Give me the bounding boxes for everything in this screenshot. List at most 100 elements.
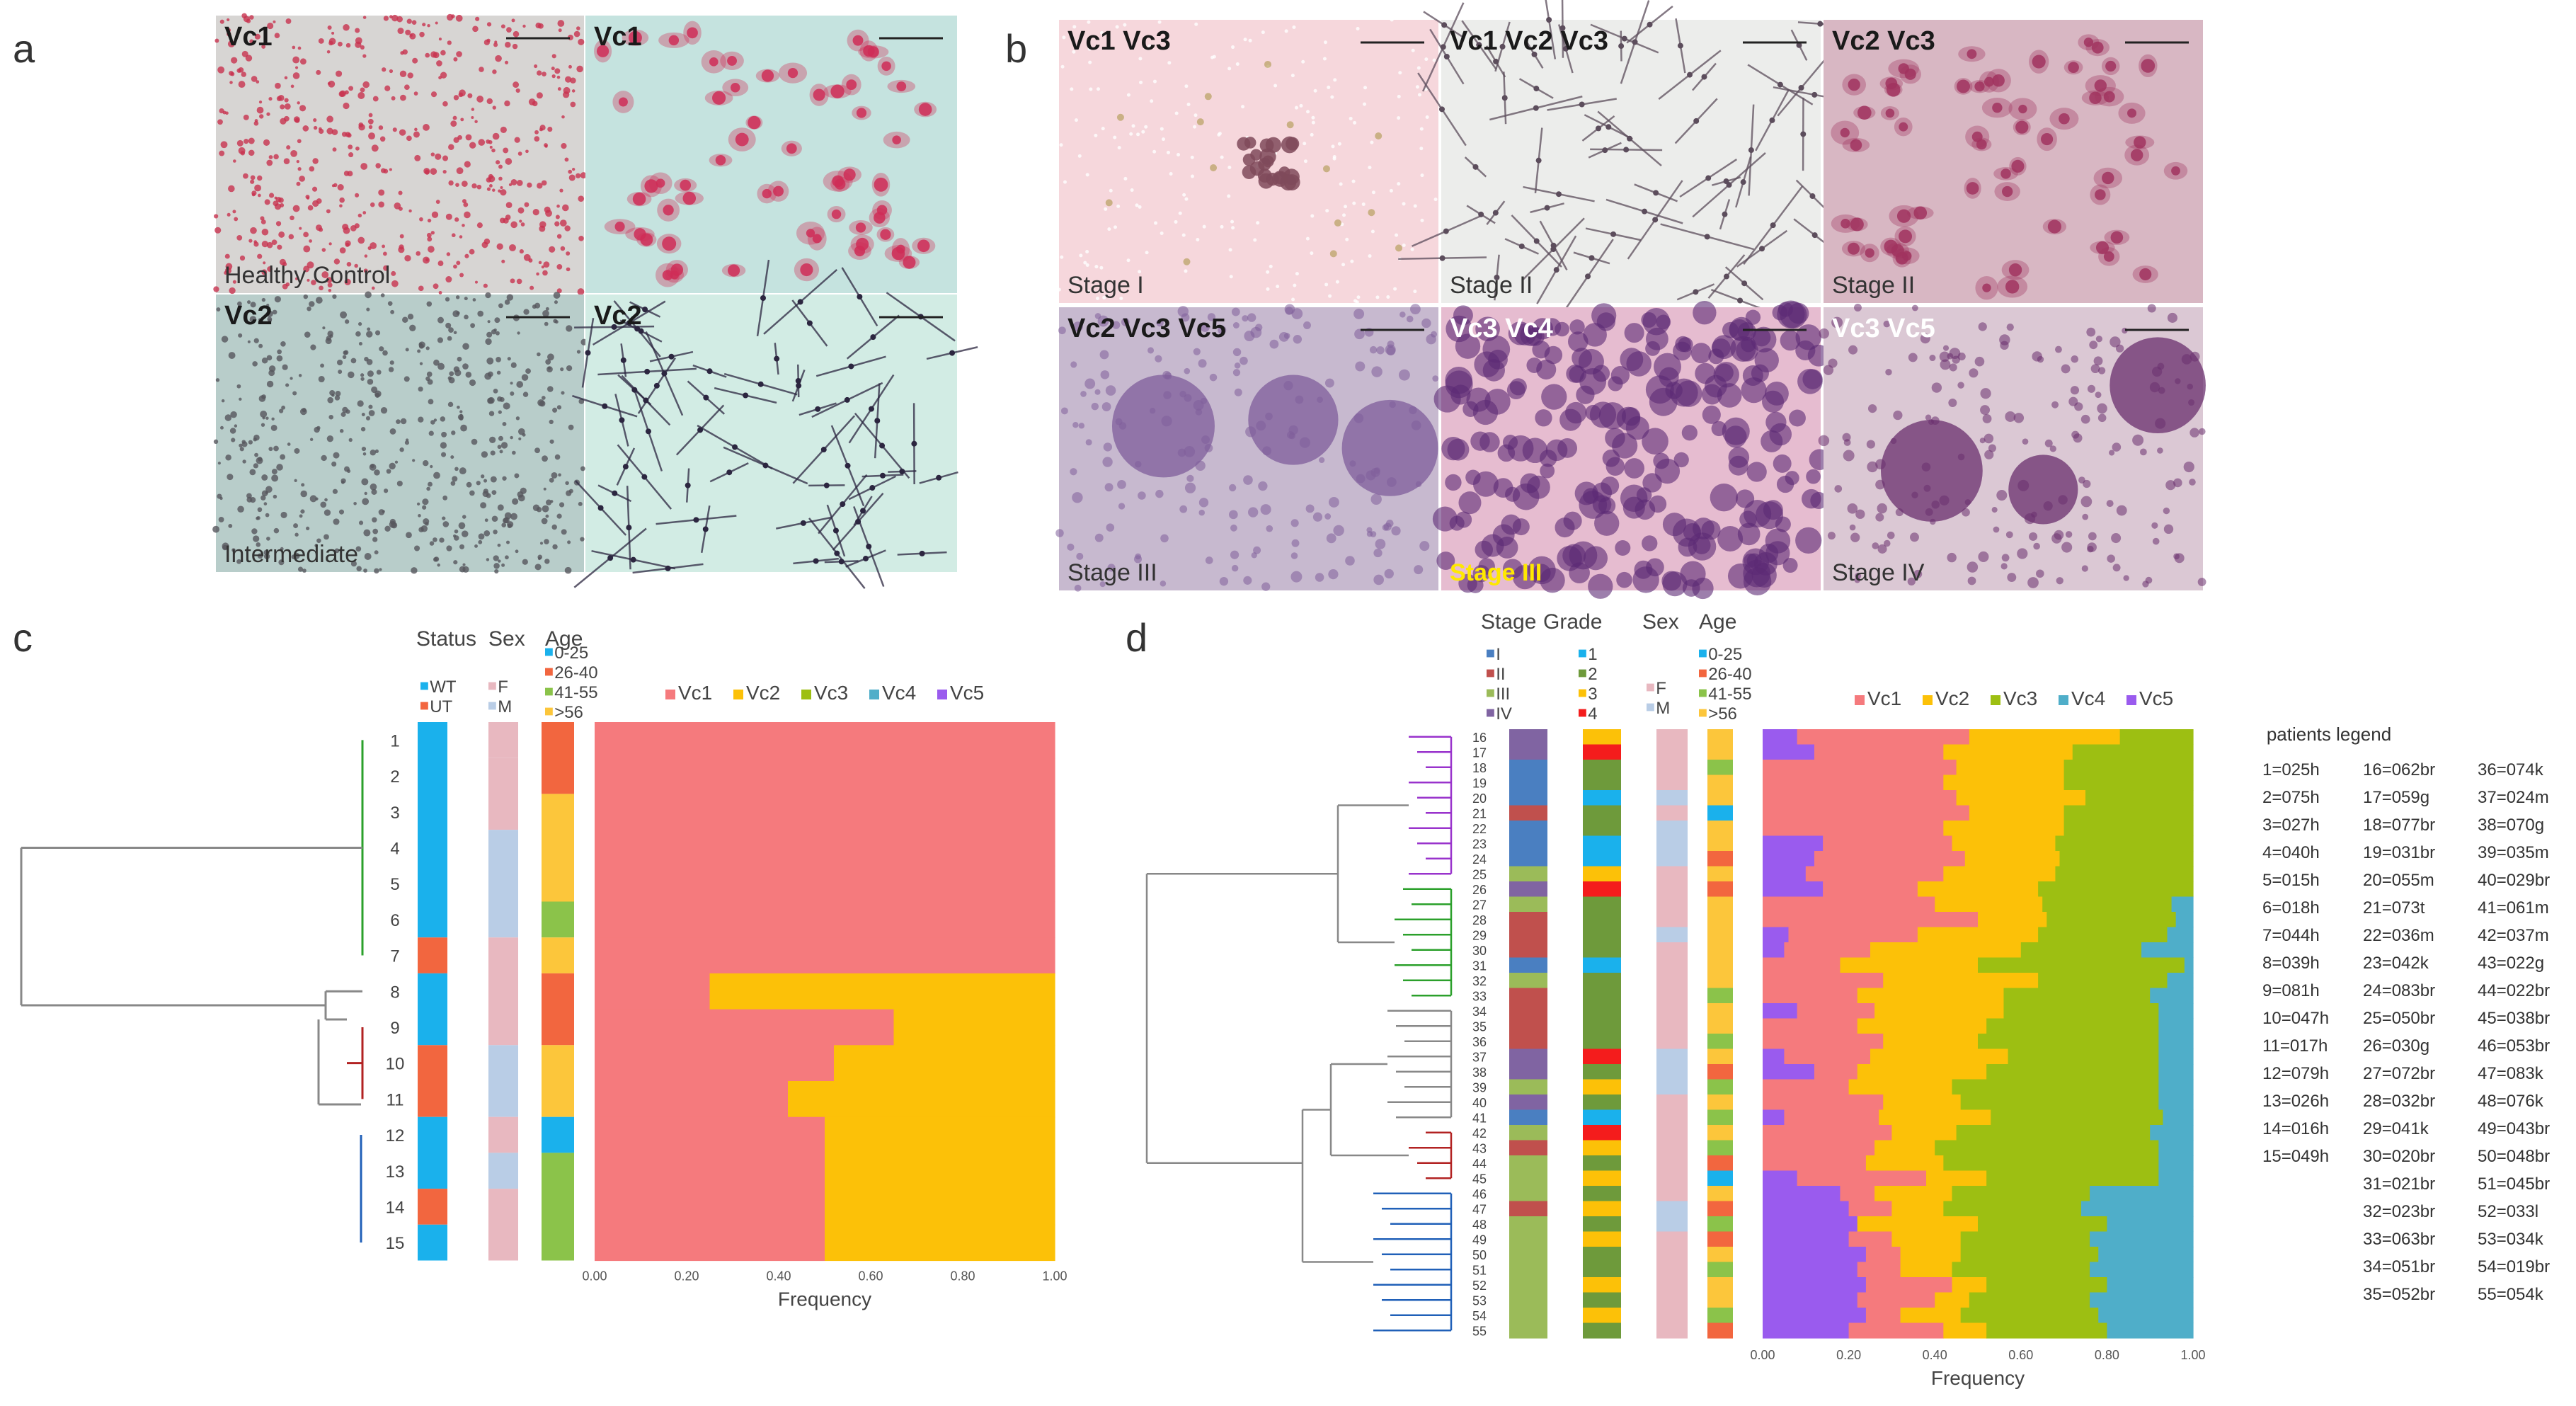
bar-segment-vc4 [2090, 1231, 2194, 1247]
cell-dot [294, 66, 299, 69]
age-legend-swatch [1699, 649, 1707, 658]
cell-dot [320, 363, 324, 368]
bar-segment-vc1 [595, 937, 1055, 974]
age-cell [1707, 1034, 1733, 1050]
grade-cell [1583, 957, 1621, 973]
cell-dot [227, 31, 231, 37]
cell-dot [412, 459, 416, 462]
cell-dot [1980, 405, 1991, 416]
bar-segment-vc1 [1814, 744, 1944, 760]
cell-nucleus [1693, 301, 1717, 325]
cell-dot [293, 523, 299, 529]
cell-nucleus [800, 520, 806, 526]
sample-label: 42 [1472, 1126, 1487, 1141]
cell-dot [426, 371, 433, 377]
cell-nucleus [1711, 421, 1727, 437]
cell-nucleus [702, 526, 709, 532]
cell-dot [228, 185, 235, 193]
cell-dot [1843, 450, 1855, 462]
cell-dot [419, 31, 425, 38]
background-speck [1323, 40, 1327, 45]
cell-dot [436, 60, 442, 67]
cell-dot [316, 538, 321, 543]
cell-nucleus [1656, 314, 1671, 330]
grade-cell [1583, 729, 1621, 745]
cell-dot [428, 481, 433, 487]
cell-dot [462, 515, 466, 519]
cell-dot [534, 136, 540, 142]
cell-dot [2061, 542, 2073, 553]
cell-dot [556, 264, 563, 270]
cell-dot [2049, 445, 2056, 452]
cell-dot [422, 459, 429, 467]
cell-dot [517, 207, 525, 214]
background-speck [1284, 29, 1288, 33]
cell-dot [230, 72, 235, 76]
bar-segment-vc1 [1763, 1018, 1858, 1034]
cell-nucleus [1713, 362, 1739, 388]
stage-cell [1509, 896, 1547, 913]
bar-segment-vc1 [1797, 1003, 1875, 1019]
cell-dot [275, 82, 281, 89]
background-speck [1231, 45, 1235, 50]
cell-cluster [1250, 149, 1262, 161]
bar-segment-vc2 [1891, 1125, 1957, 1141]
cell-dot [2147, 304, 2156, 313]
cell-nucleus [1501, 95, 1508, 101]
cell-nucleus [2139, 268, 2152, 281]
cell-nucleus [1535, 409, 1552, 427]
cell-nucleus [1472, 164, 1479, 170]
cell-dot [260, 216, 265, 221]
cell-dot [1371, 366, 1383, 377]
cell-dot [1253, 546, 1261, 554]
background-speck [1370, 229, 1375, 234]
cell-dot [1911, 304, 1918, 312]
cell-dot [397, 28, 404, 35]
bar-segment-vc2 [1857, 1216, 1979, 1233]
sample-label: 51 [1472, 1263, 1487, 1277]
cell-dot [536, 507, 542, 513]
cell-dot [1240, 356, 1248, 365]
cell-dot [387, 301, 393, 306]
cell-dot [217, 119, 223, 125]
cell-dot [227, 474, 234, 481]
cell-dot [459, 273, 464, 278]
cell-dot [1382, 524, 1390, 531]
cell-dot [251, 76, 258, 82]
stage-cell [1509, 1262, 1547, 1278]
cell-dot [1072, 321, 1083, 332]
cell-nucleus [1704, 234, 1710, 240]
background-speck [1138, 205, 1142, 209]
cell-dot [535, 22, 542, 29]
sex-cell [1656, 1064, 1688, 1080]
age-legend-label: 26-40 [1708, 665, 1751, 684]
age-cell [1707, 1216, 1733, 1233]
cell-dot [361, 446, 367, 452]
cell-nucleus [843, 168, 856, 181]
stage-cell [1509, 790, 1547, 806]
cell-dot [1198, 509, 1205, 516]
background-speck [1107, 227, 1111, 232]
background-speck [1352, 201, 1356, 205]
cell-nucleus [1729, 316, 1754, 342]
cell-nucleus [1540, 463, 1555, 479]
cell-dot [316, 297, 323, 304]
cell-nucleus [855, 222, 866, 233]
cell-nucleus [918, 103, 932, 116]
cell-nucleus [1518, 243, 1525, 249]
background-speck [1344, 205, 1348, 209]
cell-dot [510, 278, 515, 284]
cell-dot [331, 31, 335, 35]
cell-dot [225, 263, 233, 270]
sample-label: 47 [1472, 1202, 1487, 1216]
cell-nucleus [1592, 495, 1612, 514]
cell-dot [414, 154, 421, 161]
cell-dot [1286, 121, 1294, 129]
cell-dot [266, 112, 270, 116]
cell-dot [273, 200, 279, 207]
cell-nucleus [1723, 273, 1729, 280]
cell-dot [537, 352, 541, 357]
cell-dot [321, 455, 327, 462]
sample-label: 25 [1472, 867, 1487, 881]
cell-dot [370, 450, 377, 456]
